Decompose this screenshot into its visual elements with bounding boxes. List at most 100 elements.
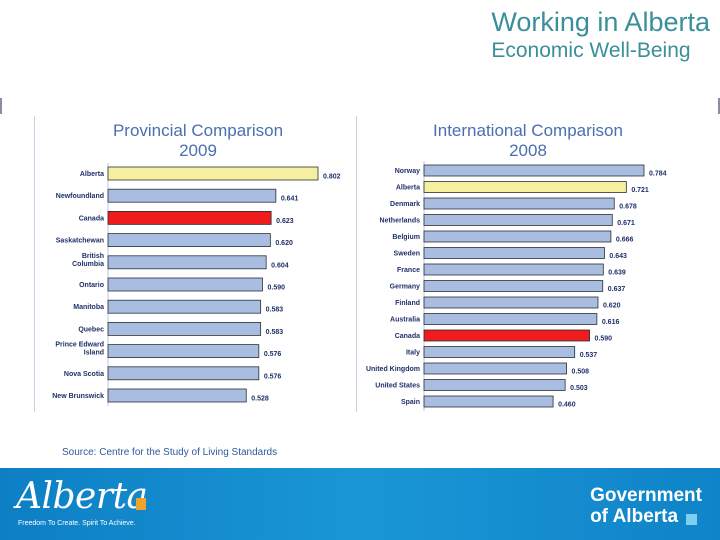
intl-value-sweden: 0.643 <box>609 253 627 260</box>
prov-value-prince-edward-island: 0.576 <box>264 351 282 358</box>
prov-label-manitoba: Manitoba <box>73 304 104 311</box>
prov-bar-british-columbia <box>107 255 267 270</box>
source-note: Source: Centre for the Study of Living S… <box>62 447 278 458</box>
intl-value-italy: 0.537 <box>580 352 598 359</box>
international-subtitle-text: 2008 <box>509 141 547 160</box>
provincial-title-text: Provincial Comparison <box>112 121 284 140</box>
provincial-chart-title: Provincial Comparison 2009 <box>100 121 296 161</box>
prov-label-prince-edward-island: Prince Edward Island <box>55 342 104 357</box>
prov-label-alberta: Alberta <box>80 171 104 178</box>
intl-bar-australia <box>423 313 598 325</box>
prov-value-british-columbia: 0.604 <box>271 262 289 269</box>
prov-bar-alberta <box>107 166 319 181</box>
prov-bar-nova-scotia <box>107 366 260 381</box>
logo-accent-square <box>136 498 146 510</box>
prov-label-quebec: Quebec <box>78 326 104 333</box>
prov-value-quebec: 0.583 <box>266 329 284 336</box>
intl-bar-denmark <box>423 197 615 210</box>
intl-label-united-states: United States <box>375 383 420 390</box>
intl-value-norway: 0.784 <box>649 171 667 178</box>
intl-bar-united-kingdom <box>423 362 567 375</box>
prov-bar-prince-edward-island <box>107 344 260 359</box>
intl-value-australia: 0.616 <box>602 319 620 326</box>
intl-label-france: France <box>397 267 420 274</box>
prov-bar-ontario <box>107 277 263 292</box>
intl-bar-netherlands <box>423 214 613 226</box>
prov-bar-manitoba <box>107 299 262 314</box>
intl-label-norway: Norway <box>395 168 420 175</box>
prov-value-canada: 0.623 <box>276 218 294 225</box>
intl-label-canada: Canada <box>395 333 420 340</box>
prov-value-nova-scotia: 0.576 <box>264 373 282 380</box>
intl-label-australia: Australia <box>390 317 420 324</box>
intl-bar-finland <box>423 296 599 309</box>
intl-bar-alberta <box>423 181 627 193</box>
intl-label-united-kingdom: United Kingdom <box>366 366 420 373</box>
government-of-alberta-wordmark: Government of Alberta <box>590 485 702 527</box>
intl-bar-germany <box>423 280 604 292</box>
intl-value-france: 0.639 <box>608 270 626 277</box>
intl-bar-spain <box>423 395 554 408</box>
gov-accent-square <box>686 514 697 525</box>
intl-value-denmark: 0.678 <box>619 204 637 211</box>
footer-band <box>0 468 720 540</box>
title-line-1: Working in Alberta <box>491 7 710 37</box>
intl-value-united-kingdom: 0.508 <box>572 369 590 376</box>
intl-label-netherlands: Netherlands <box>380 218 421 225</box>
international-title-text: International Comparison <box>433 121 623 140</box>
prov-bar-quebec <box>107 321 262 336</box>
title-line-2: Economic Well-Being <box>491 39 691 62</box>
intl-bar-sweden <box>423 247 605 259</box>
intl-value-united-states: 0.503 <box>570 385 588 392</box>
intl-bar-canada <box>423 329 590 342</box>
prov-value-ontario: 0.590 <box>267 285 285 292</box>
prov-label-saskatchewan: Saskatchewan <box>56 238 104 245</box>
provincial-subtitle-text: 2009 <box>179 141 217 160</box>
gov-line-2: of Alberta <box>590 506 679 527</box>
intl-label-finland: Finland <box>395 300 420 307</box>
prov-value-saskatchewan: 0.620 <box>275 240 293 247</box>
intl-bar-belgium <box>423 230 612 243</box>
prov-value-alberta: 0.802 <box>323 174 341 181</box>
prov-label-canada: Canada <box>79 215 104 222</box>
alberta-logo: Alberta <box>16 476 148 517</box>
intl-label-alberta: Alberta <box>396 185 420 192</box>
slide-title: Working in Alberta Economic Well-Being <box>491 6 710 64</box>
intl-bar-italy <box>423 346 576 358</box>
intl-value-canada: 0.590 <box>595 336 613 343</box>
prov-value-newfoundland: 0.641 <box>281 196 299 203</box>
intl-label-denmark: Denmark <box>390 201 420 208</box>
prov-value-new-brunswick: 0.528 <box>251 396 269 403</box>
intl-value-belgium: 0.666 <box>616 237 634 244</box>
intl-value-germany: 0.637 <box>608 286 626 293</box>
intl-label-germany: Germany <box>390 284 420 291</box>
prov-label-newfoundland: Newfoundland <box>56 193 104 200</box>
gov-line-1: Government <box>590 485 702 506</box>
intl-label-sweden: Sweden <box>394 251 420 258</box>
intl-bar-france <box>423 263 604 276</box>
intl-value-netherlands: 0.671 <box>617 220 635 227</box>
prov-label-ontario: Ontario <box>79 282 104 289</box>
prov-bar-new-brunswick <box>107 388 247 403</box>
prov-label-british-columbia: British Columbia <box>72 253 104 268</box>
intl-bar-united-states <box>423 379 566 391</box>
prov-label-new-brunswick: New Brunswick <box>52 393 104 400</box>
prov-label-nova-scotia: Nova Scotia <box>64 371 104 378</box>
intl-bar-norway <box>423 164 645 177</box>
right-edge-marker <box>718 98 720 114</box>
prov-bar-newfoundland <box>107 188 277 203</box>
intl-label-belgium: Belgium <box>392 234 420 241</box>
intl-label-italy: Italy <box>406 350 420 357</box>
prov-bar-canada <box>107 210 272 225</box>
footer-tagline: Freedom To Create. Spirit To Achieve. <box>18 520 136 527</box>
intl-value-alberta: 0.721 <box>631 187 649 194</box>
intl-label-spain: Spain <box>401 399 420 406</box>
intl-value-finland: 0.620 <box>603 303 621 310</box>
left-edge-marker <box>0 98 2 114</box>
international-chart-title: International Comparison 2008 <box>420 121 636 161</box>
intl-value-spain: 0.460 <box>558 402 576 409</box>
prov-bar-saskatchewan <box>107 233 271 248</box>
prov-value-manitoba: 0.583 <box>266 307 284 314</box>
